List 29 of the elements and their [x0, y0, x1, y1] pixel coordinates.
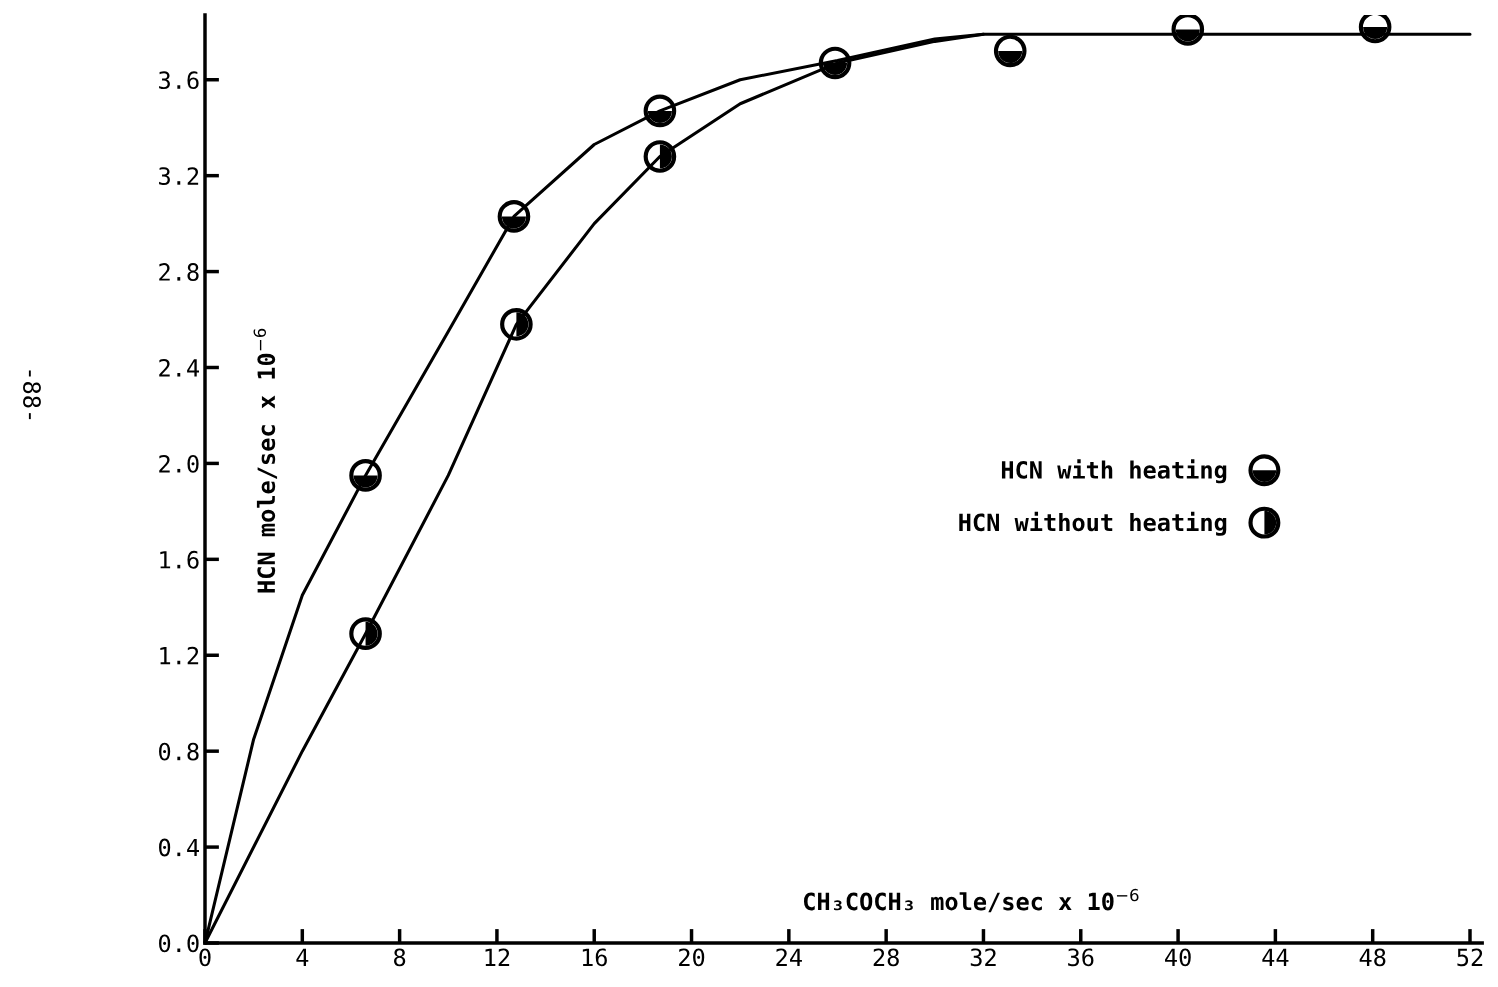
x-tick-label: 52 [1457, 948, 1483, 967]
y-tick-label: 3.2 [159, 167, 199, 186]
legend-label: HCN with heating [1001, 459, 1227, 484]
x-axis-title: CH₃COCH₃ mole/sec x 10$^{−6}$ [803, 888, 1139, 913]
x-tick-label: 24 [776, 948, 802, 966]
text: -88- [23, 370, 41, 420]
y-tick-label: 1.2 [160, 646, 199, 665]
x-tick-label: 48 [1359, 948, 1386, 967]
legend-label: HCN without heating [959, 511, 1227, 536]
x-tick-label: 32 [970, 948, 996, 967]
x-tick-label: 4 [296, 948, 309, 966]
y-tick-label: 1.6 [160, 550, 199, 569]
y-tick-label: 2.0 [159, 454, 199, 473]
y-tick-label: 0.0 [159, 934, 199, 953]
x-tick-label: 8 [394, 948, 406, 967]
x-tick-label: 44 [1262, 948, 1289, 966]
x-tick-label: 28 [873, 948, 899, 967]
y-axis-title: HCN mole/sec x 10$^{−6}$ [253, 328, 278, 593]
x-tick-label: 36 [1068, 948, 1094, 967]
x-tick-label: 12 [485, 948, 510, 966]
x-tick-label: 16 [582, 948, 607, 967]
y-tick-label: 2.8 [159, 263, 199, 281]
y-tick-label: 3.6 [159, 71, 199, 90]
y-tick-label: 2.4 [159, 359, 200, 377]
y-tick-label: 0.8 [159, 742, 199, 761]
x-tick-label: 0 [199, 948, 211, 967]
y-tick-label: 0.4 [159, 838, 200, 857]
x-tick-label: 40 [1165, 948, 1191, 967]
x-tick-label: 20 [679, 948, 705, 967]
